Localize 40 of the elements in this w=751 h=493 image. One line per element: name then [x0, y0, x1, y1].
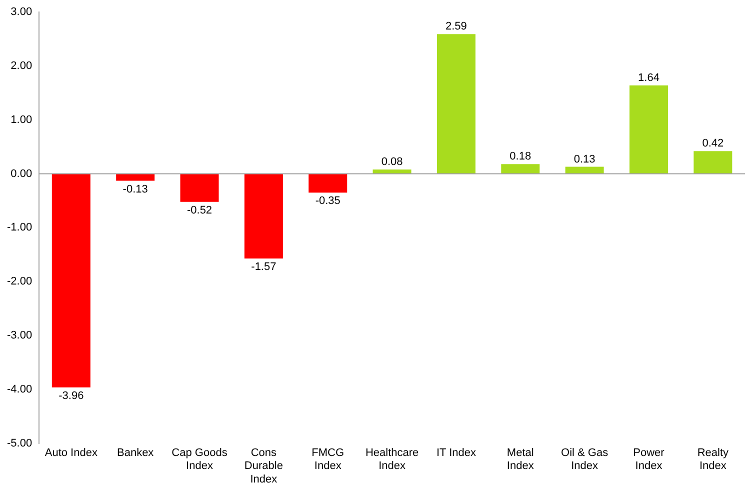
- y-tick-label: 3.00: [10, 6, 32, 18]
- data-label: 0.18: [510, 150, 532, 163]
- x-tick-label: Oil & Gas Index: [561, 447, 609, 472]
- data-label: -0.13: [122, 183, 148, 196]
- data-label: 2.59: [446, 20, 467, 33]
- x-tick-label: Bankex: [116, 447, 154, 460]
- bar: [244, 174, 283, 258]
- x-tick-label: IT Index: [436, 447, 476, 460]
- bar: [436, 34, 476, 174]
- data-label: -3.96: [58, 390, 84, 402]
- y-tick-label: 2.00: [10, 60, 32, 72]
- x-tick-label: Metal Index: [506, 447, 534, 472]
- data-label: 0.42: [702, 138, 724, 150]
- bar: [52, 174, 90, 388]
- bar: [180, 174, 219, 202]
- x-tick-label: Power Index: [633, 447, 665, 472]
- x-tick-label: FMCG Index: [312, 447, 344, 472]
- y-tick-label: -5.00: [6, 437, 32, 450]
- bar: [308, 174, 348, 193]
- x-tick-label: Cap Goods Index: [172, 447, 228, 472]
- y-tick-label: -4.00: [6, 384, 32, 396]
- data-label: 1.64: [638, 72, 660, 84]
- bar: [694, 151, 732, 174]
- bar: [565, 166, 604, 174]
- y-tick-label: 0.00: [10, 168, 32, 180]
- y-tick-label: -2.00: [6, 276, 32, 288]
- data-label: -0.35: [315, 195, 340, 208]
- data-label: -1.57: [251, 260, 276, 273]
- data-label: -0.52: [186, 204, 212, 216]
- data-label: 0.13: [574, 153, 596, 166]
- y-tick-label: -1.00: [6, 222, 32, 234]
- data-label: 0.08: [381, 156, 403, 168]
- y-tick-label: -3.00: [6, 330, 32, 342]
- x-tick-label: Healthcare Index: [365, 447, 419, 472]
- x-tick-label: Auto Index: [44, 447, 98, 460]
- bar: [501, 164, 540, 174]
- y-tick-label: 1.00: [10, 114, 32, 126]
- x-tick-label: Realty Index: [697, 447, 729, 472]
- x-tick-label: Cons Durable Index: [244, 447, 283, 486]
- bar: [629, 85, 668, 174]
